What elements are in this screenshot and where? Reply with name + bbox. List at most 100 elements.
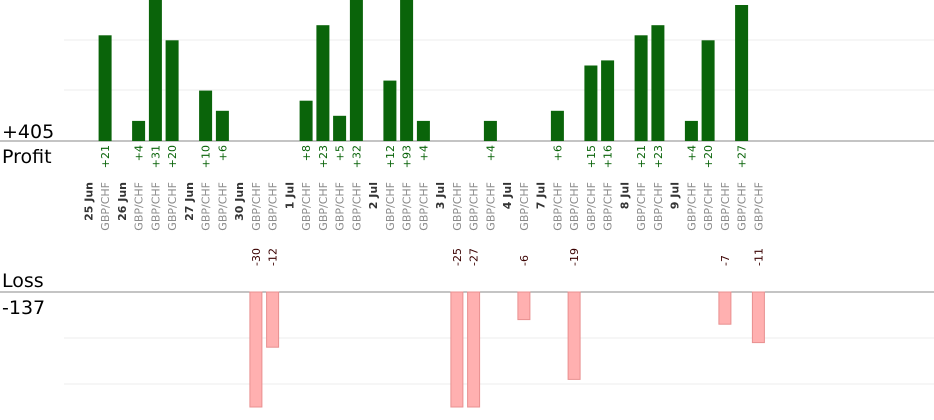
profit-value-label: +16 [602, 145, 615, 168]
profit-bar [601, 60, 615, 141]
date-label: 1 Jul [283, 182, 296, 209]
loss-value-label: -19 [568, 248, 581, 266]
pair-label: GBP/CHF [250, 182, 263, 231]
profit-bar [584, 65, 598, 141]
profit-bar [165, 40, 179, 141]
x-axis-labels: 25 Jun GBP/CHF 26 Jun GBP/CHF GBP/CHF GBP/CHF… [82, 182, 765, 231]
loss-bar [266, 291, 280, 348]
profit-value-label: +10 [200, 145, 213, 168]
pair-label: GBP/CHF [384, 182, 397, 231]
profit-value-label: +23 [652, 145, 665, 168]
pair-label: GBP/CHF [752, 182, 765, 231]
profit-value-label: +8 [300, 145, 313, 161]
profit-bar [98, 35, 112, 142]
profit-value-label: +31 [149, 145, 162, 168]
pair-label: GBP/CHF [585, 182, 598, 231]
profit-value-label: +21 [99, 145, 112, 168]
profit-bar [684, 120, 698, 141]
profit-value-label: +20 [702, 145, 715, 168]
pair-label: GBP/CHF [736, 182, 749, 231]
profit-value-label: +23 [317, 145, 330, 168]
profit-value-label: +6 [551, 145, 564, 161]
date-label: 30 Jun [233, 182, 246, 221]
pair-label: GBP/CHF [200, 182, 213, 231]
profit-value-label: +15 [585, 145, 598, 168]
profit-value-label: +20 [166, 145, 179, 168]
profit-bar [316, 25, 330, 142]
pair-label: GBP/CHF [635, 182, 648, 231]
profit-value-label: +93 [401, 145, 414, 168]
date-label: 9 Jul [669, 182, 682, 209]
date-label: 3 Jul [434, 182, 447, 209]
pair-label: GBP/CHF [702, 182, 715, 231]
date-label: 27 Jun [183, 182, 196, 221]
pair-label: GBP/CHF [334, 182, 347, 231]
pair-label: GBP/CHF [484, 182, 497, 231]
loss-value-label: -27 [468, 248, 481, 266]
loss-value-label: -25 [451, 248, 464, 266]
profit-value-label: +4 [484, 145, 497, 161]
loss-total: -137 [2, 297, 45, 319]
date-label: 25 Jun [82, 182, 95, 221]
date-label: 8 Jul [618, 182, 631, 209]
pair-label: GBP/CHF [300, 182, 313, 231]
pair-label: GBP/CHF [317, 182, 330, 231]
loss-bar [517, 291, 531, 321]
profit-bar [701, 40, 715, 141]
bars [98, 0, 765, 408]
value-labels: +21 +4 +31 +20 +10 +6-30 -12+8 +23 +5 +32 +12 +93 +4… [99, 145, 765, 266]
pair-label: GBP/CHF [719, 182, 732, 231]
loss-bar [249, 291, 263, 408]
date-label: 4 Jul [501, 182, 514, 209]
pair-label: GBP/CHF [133, 182, 146, 231]
loss-bar [450, 291, 464, 408]
profit-bar [634, 35, 648, 142]
pair-label: GBP/CHF [99, 182, 112, 231]
gridlines [64, 39, 934, 385]
profit-total: +405 [2, 121, 54, 143]
pair-label: GBP/CHF [518, 182, 531, 231]
date-label: 7 Jul [535, 182, 548, 209]
loss-bar [718, 291, 732, 325]
profit-label: Profit [2, 146, 52, 168]
date-label: 26 Jun [116, 182, 129, 221]
profit-value-label: +4 [133, 145, 146, 161]
profit-bar [735, 5, 749, 141]
profit-bar [651, 25, 665, 142]
pair-label: GBP/CHF [267, 182, 280, 231]
profit-value-label: +6 [216, 145, 229, 161]
date-label: 2 Jul [367, 182, 380, 209]
profit-bar [349, 0, 363, 141]
profit-bar [132, 120, 146, 141]
loss-bar [567, 291, 581, 380]
pair-label: GBP/CHF [401, 182, 414, 231]
profit-value-label: +5 [334, 145, 347, 161]
loss-value-label: -6 [518, 255, 531, 266]
loss-value-label: -7 [719, 255, 732, 266]
pair-label: GBP/CHF [602, 182, 615, 231]
profit-bar [400, 0, 414, 141]
profit-value-label: +4 [417, 145, 430, 161]
pair-label: GBP/CHF [685, 182, 698, 231]
loss-bar [467, 291, 481, 408]
profit-bar [215, 110, 229, 141]
profit-bar [148, 0, 162, 141]
profit-bar [550, 110, 564, 141]
pair-label: GBP/CHF [652, 182, 665, 231]
profit-value-label: +21 [635, 145, 648, 168]
profit-value-label: +4 [685, 145, 698, 161]
profit-bar [299, 100, 313, 141]
pair-label: GBP/CHF [468, 182, 481, 231]
profit-bar [483, 120, 497, 141]
loss-value-label: -12 [267, 248, 280, 266]
loss-value-label: -11 [752, 248, 765, 266]
profit-value-label: +27 [736, 145, 749, 168]
loss-label: Loss [2, 270, 44, 292]
pair-label: GBP/CHF [216, 182, 229, 231]
pair-label: GBP/CHF [551, 182, 564, 231]
pair-label: GBP/CHF [417, 182, 430, 231]
loss-bar [751, 291, 765, 344]
pair-label: GBP/CHF [568, 182, 581, 231]
pair-label: GBP/CHF [350, 182, 363, 231]
